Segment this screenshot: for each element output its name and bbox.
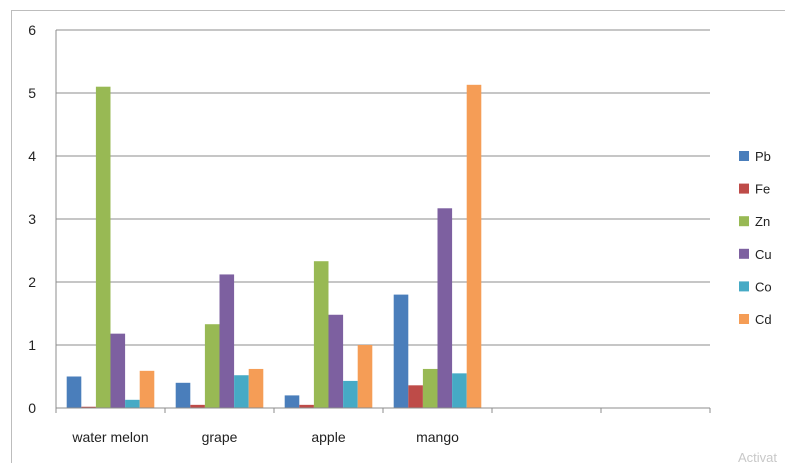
legend-swatch (739, 151, 749, 161)
legend-swatch (739, 216, 749, 227)
legend-label: Cd (755, 312, 772, 327)
y-tick-label: 1 (28, 337, 36, 353)
bar-cd (466, 84, 482, 408)
bar-co (234, 375, 249, 408)
y-tick-label: 3 (28, 211, 36, 227)
x-tick-labels: water melon grape apple mango (71, 429, 459, 445)
legend-label: Pb (755, 149, 771, 164)
bar-zn (313, 261, 329, 408)
bar-co (452, 373, 467, 408)
legend-swatch (739, 183, 749, 194)
bar-cu (328, 314, 344, 408)
bar-cd (357, 345, 373, 408)
y-tick-label: 5 (28, 85, 36, 101)
x-tick-label: water melon (71, 429, 148, 445)
legend-label: Zn (755, 214, 770, 229)
bar-cu (110, 333, 126, 408)
legend-swatch (739, 281, 749, 292)
bar-zn (204, 324, 220, 408)
axes (55, 30, 711, 413)
bar-pb (284, 395, 300, 408)
bar-cu (437, 208, 453, 408)
activation-watermark: Activat (738, 450, 778, 465)
bar-co (343, 380, 358, 408)
x-tick-label: grape (202, 429, 238, 445)
chart-frame (11, 10, 785, 463)
bar-fe (408, 385, 423, 408)
gridlines (56, 29, 710, 346)
bar-co (125, 399, 140, 408)
x-tick-label: apple (311, 429, 345, 445)
bar-fe (190, 404, 205, 408)
bar-cd (139, 370, 155, 408)
bar-pb (393, 294, 409, 408)
bar-zn (95, 86, 111, 408)
bar-pb (66, 376, 82, 408)
x-tick-label: mango (416, 429, 459, 445)
y-tick-label: 6 (28, 22, 36, 38)
legend-label: Cu (755, 247, 772, 262)
legend: Pb Fe Zn Cu Co Cd (739, 149, 772, 327)
y-tick-label: 0 (28, 400, 36, 416)
bar-cu (219, 274, 235, 408)
y-tick-labels: 0 1 2 3 4 5 6 (28, 22, 36, 416)
bar-pb (175, 382, 191, 408)
bar-zn (422, 368, 438, 408)
legend-label: Fe (755, 182, 770, 197)
bar-fe (299, 404, 314, 408)
bar-fe (81, 406, 96, 408)
bar-cd (248, 368, 264, 408)
y-tick-label: 2 (28, 274, 36, 290)
y-tick-label: 4 (28, 148, 36, 164)
legend-label: Co (755, 279, 772, 294)
legend-swatch (739, 314, 749, 324)
legend-swatch (739, 248, 749, 259)
bars (66, 84, 482, 408)
